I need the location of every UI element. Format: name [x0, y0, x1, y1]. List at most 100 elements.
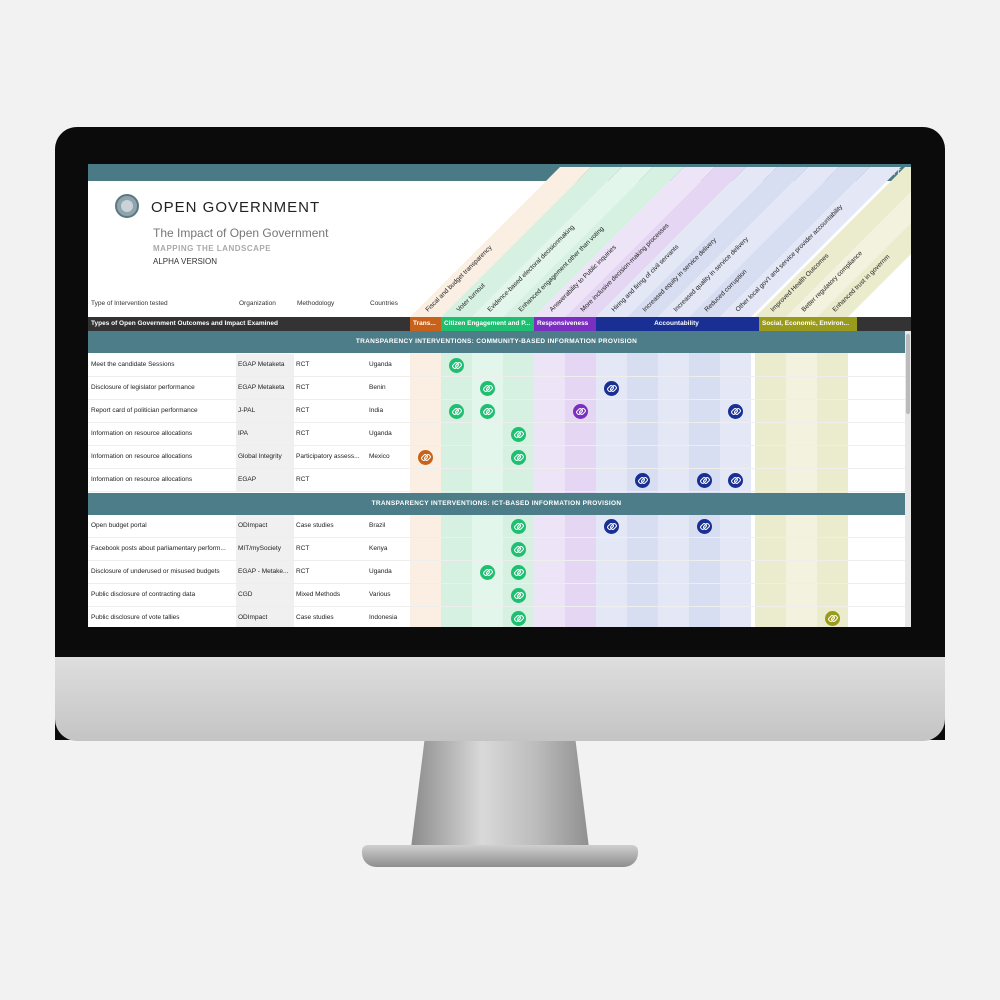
link-icon[interactable]: [604, 381, 619, 396]
outcome-header-stripe: [817, 223, 911, 317]
category-social-economic[interactable]: Social, Economic, Environ...: [759, 317, 857, 331]
category-bar-label: Types of Open Government Outcomes and Im…: [91, 320, 278, 327]
page-subtitle: The Impact of Open Government: [153, 226, 329, 240]
country-cell: Uganda: [367, 423, 409, 445]
table-row[interactable]: Information on resource allocations IPA RC…: [88, 423, 905, 446]
table-row[interactable]: Information on resource allocations EGAP R…: [88, 469, 905, 492]
monitor-chin: [55, 657, 945, 741]
intervention-cell: Disclosure of legislator performance: [91, 377, 236, 399]
link-icon[interactable]: [449, 404, 464, 419]
country-cell: Mexico: [367, 446, 409, 468]
intervention-cell: Report card of politician performance: [91, 400, 236, 422]
link-icon[interactable]: [511, 450, 526, 465]
outcome-column-band: [786, 331, 817, 627]
table-row[interactable]: Meet the candidate Sessions EGAP Metaketa…: [88, 354, 905, 377]
table-row[interactable]: Open budget portal ODImpact Case studies Br…: [88, 515, 905, 538]
category-accountability[interactable]: Accountability: [596, 317, 759, 331]
link-icon[interactable]: [697, 473, 712, 488]
country-cell: Kenya: [367, 538, 409, 560]
link-icon[interactable]: [511, 427, 526, 442]
intervention-cell: Open budget portal: [91, 515, 236, 537]
intervention-cell: Facebook posts about parliamentary perfo…: [91, 538, 236, 560]
category-responsiveness[interactable]: Responsiveness: [534, 317, 596, 331]
outcome-header-stripe: [720, 167, 901, 317]
link-icon[interactable]: [511, 542, 526, 557]
organization-cell: EGAP Metaketa: [236, 354, 294, 376]
intervention-cell: Public disclosure of contracting data: [91, 584, 236, 606]
link-icon[interactable]: [449, 358, 464, 373]
outcome-header-stripe: [689, 167, 870, 317]
table-row[interactable]: Information on resource allocations Globa…: [88, 446, 905, 469]
country-cell: Uganda: [367, 354, 409, 376]
monitor-stand: [410, 741, 590, 856]
link-icon[interactable]: [511, 588, 526, 603]
methodology-cell: RCT: [294, 400, 367, 422]
outcome-header-stripe: [441, 167, 622, 317]
table-row[interactable]: Facebook posts about parliamentary perfo…: [88, 538, 905, 561]
category-transparency[interactable]: Trans...: [410, 317, 441, 331]
organization-cell: CGD: [236, 584, 294, 606]
column-header-organization[interactable]: Organization: [239, 300, 276, 307]
link-icon[interactable]: [728, 473, 743, 488]
table-row[interactable]: Public disclosure of contracting data CGD…: [88, 584, 905, 607]
outcome-header-stripe: [755, 167, 911, 317]
outcome-column-band: [534, 331, 565, 627]
methodology-cell: Case studies: [294, 515, 367, 537]
methodology-cell: RCT: [294, 561, 367, 583]
outcome-header-stripe: [472, 167, 653, 317]
country-cell: Benin: [367, 377, 409, 399]
methodology-cell: RCT: [294, 354, 367, 376]
link-icon[interactable]: [604, 519, 619, 534]
organization-cell: EGAP Metaketa: [236, 377, 294, 399]
country-cell: Brazil: [367, 515, 409, 537]
column-header-methodology[interactable]: Methodology: [297, 300, 335, 307]
link-icon[interactable]: [511, 519, 526, 534]
section-header: TRANSPARENCY INTERVENTIONS: COMMUNITY-BA…: [88, 331, 905, 353]
version-label: ALPHA VERSION: [153, 257, 218, 266]
category-citizen-engagement[interactable]: Citizen Engagement and P...: [441, 317, 534, 331]
link-icon[interactable]: [418, 450, 433, 465]
outcome-column-band: [441, 331, 472, 627]
organization-cell: ODImpact: [236, 515, 294, 537]
brand-title: OPEN GOVERNMENT: [151, 199, 321, 216]
methodology-cell: RCT: [294, 538, 367, 560]
methodology-cell: RCT: [294, 469, 367, 491]
column-header-intervention[interactable]: Type of Intervention tested: [91, 300, 168, 307]
organization-cell: IPA: [236, 423, 294, 445]
scrollbar-track[interactable]: [905, 331, 911, 627]
link-icon[interactable]: [480, 381, 495, 396]
outcome-column-band: [410, 331, 441, 627]
link-icon[interactable]: [825, 611, 840, 626]
link-icon[interactable]: [728, 404, 743, 419]
methodology-cell: Case studies: [294, 607, 367, 627]
table-row[interactable]: Disclosure of underused or misused budge…: [88, 561, 905, 584]
outcome-header-stripe: [658, 167, 839, 317]
link-icon[interactable]: [480, 565, 495, 580]
scrollbar-thumb[interactable]: [906, 334, 910, 414]
organization-cell: EGAP: [236, 469, 294, 491]
intervention-cell: Information on resource allocations: [91, 469, 236, 491]
methodology-cell: RCT: [294, 377, 367, 399]
country-cell: India: [367, 400, 409, 422]
organization-cell: EGAP - Metake...: [236, 561, 294, 583]
outcome-header-stripe: [596, 167, 777, 317]
country-cell: Various: [367, 584, 409, 606]
link-icon[interactable]: [573, 404, 588, 419]
app-screen: HOME ABOUT SUBMIT OPEN GOVERNMENT The Im…: [88, 164, 911, 627]
outcome-header-stripe: [565, 167, 746, 317]
link-icon[interactable]: [511, 565, 526, 580]
link-icon[interactable]: [697, 519, 712, 534]
outcome-column-band: [755, 331, 786, 627]
intervention-cell: Information on resource allocations: [91, 423, 236, 445]
table-row[interactable]: Report card of politician performance J-P…: [88, 400, 905, 423]
link-icon[interactable]: [511, 611, 526, 626]
outcome-column-band: [658, 331, 689, 627]
link-icon[interactable]: [635, 473, 650, 488]
section-header: TRANSPARENCY INTERVENTIONS: ICT-BASED IN…: [88, 493, 905, 515]
open-government-logo-icon: [115, 194, 139, 218]
column-header-countries[interactable]: Countries: [370, 300, 398, 307]
table-row[interactable]: Disclosure of legislator performance EGAP…: [88, 377, 905, 400]
link-icon[interactable]: [480, 404, 495, 419]
table-row[interactable]: Public disclosure of vote tallies ODImpac…: [88, 607, 905, 627]
